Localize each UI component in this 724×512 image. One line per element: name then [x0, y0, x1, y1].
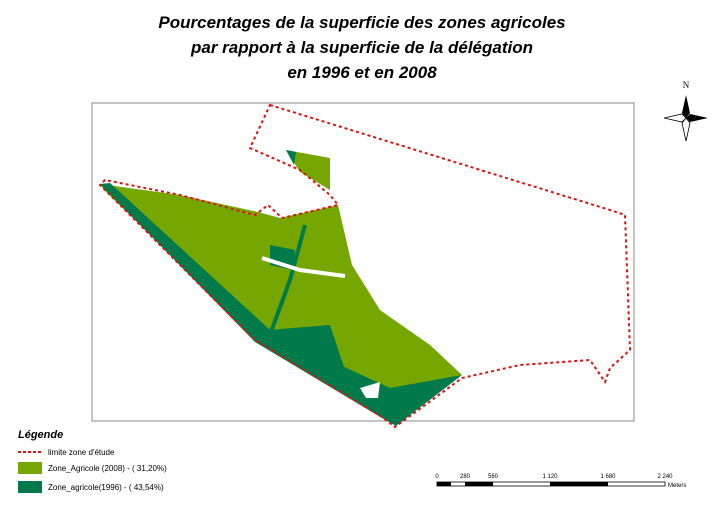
title-line: en 1996 et en 2008: [287, 63, 437, 82]
zone-1996: [286, 150, 296, 165]
zone-2008: [286, 150, 330, 190]
legend-label: Zone_agricole(1996) - ( 43,54%): [48, 483, 164, 492]
scale-bar: [436, 481, 666, 487]
zone-1996: [268, 325, 350, 385]
scale-label: 560: [488, 474, 499, 480]
title-line: Pourcentages de la superficie des zones …: [158, 13, 565, 32]
legend-title: Légende: [18, 429, 63, 441]
title-line: par rapport à la superficie de la déléga…: [190, 38, 533, 57]
legend-swatch: [18, 462, 42, 474]
legend-label: limite zone d'étude: [48, 448, 115, 457]
scale-unit: Meters: [668, 483, 686, 489]
scale-label: 1 120: [542, 474, 558, 480]
gap: [360, 382, 380, 398]
zone-1996: [100, 183, 462, 426]
zone-2008: [100, 184, 462, 390]
north-label: N: [683, 80, 690, 90]
legend-swatch: [18, 481, 42, 493]
scale-label: 1 680: [600, 474, 616, 480]
scale-label: 0: [435, 474, 439, 480]
north-arrow: N: [663, 80, 708, 142]
map-frame: [91, 102, 635, 422]
study-boundary: [98, 103, 632, 429]
map-area: [98, 103, 632, 429]
scale-label: 2 240: [657, 474, 673, 480]
zone-1996: [266, 224, 307, 341]
road: [261, 256, 346, 278]
scale-label: 280: [460, 474, 471, 480]
legend-label: Zone_Agricole (2008) - ( 31,20%): [48, 464, 167, 473]
